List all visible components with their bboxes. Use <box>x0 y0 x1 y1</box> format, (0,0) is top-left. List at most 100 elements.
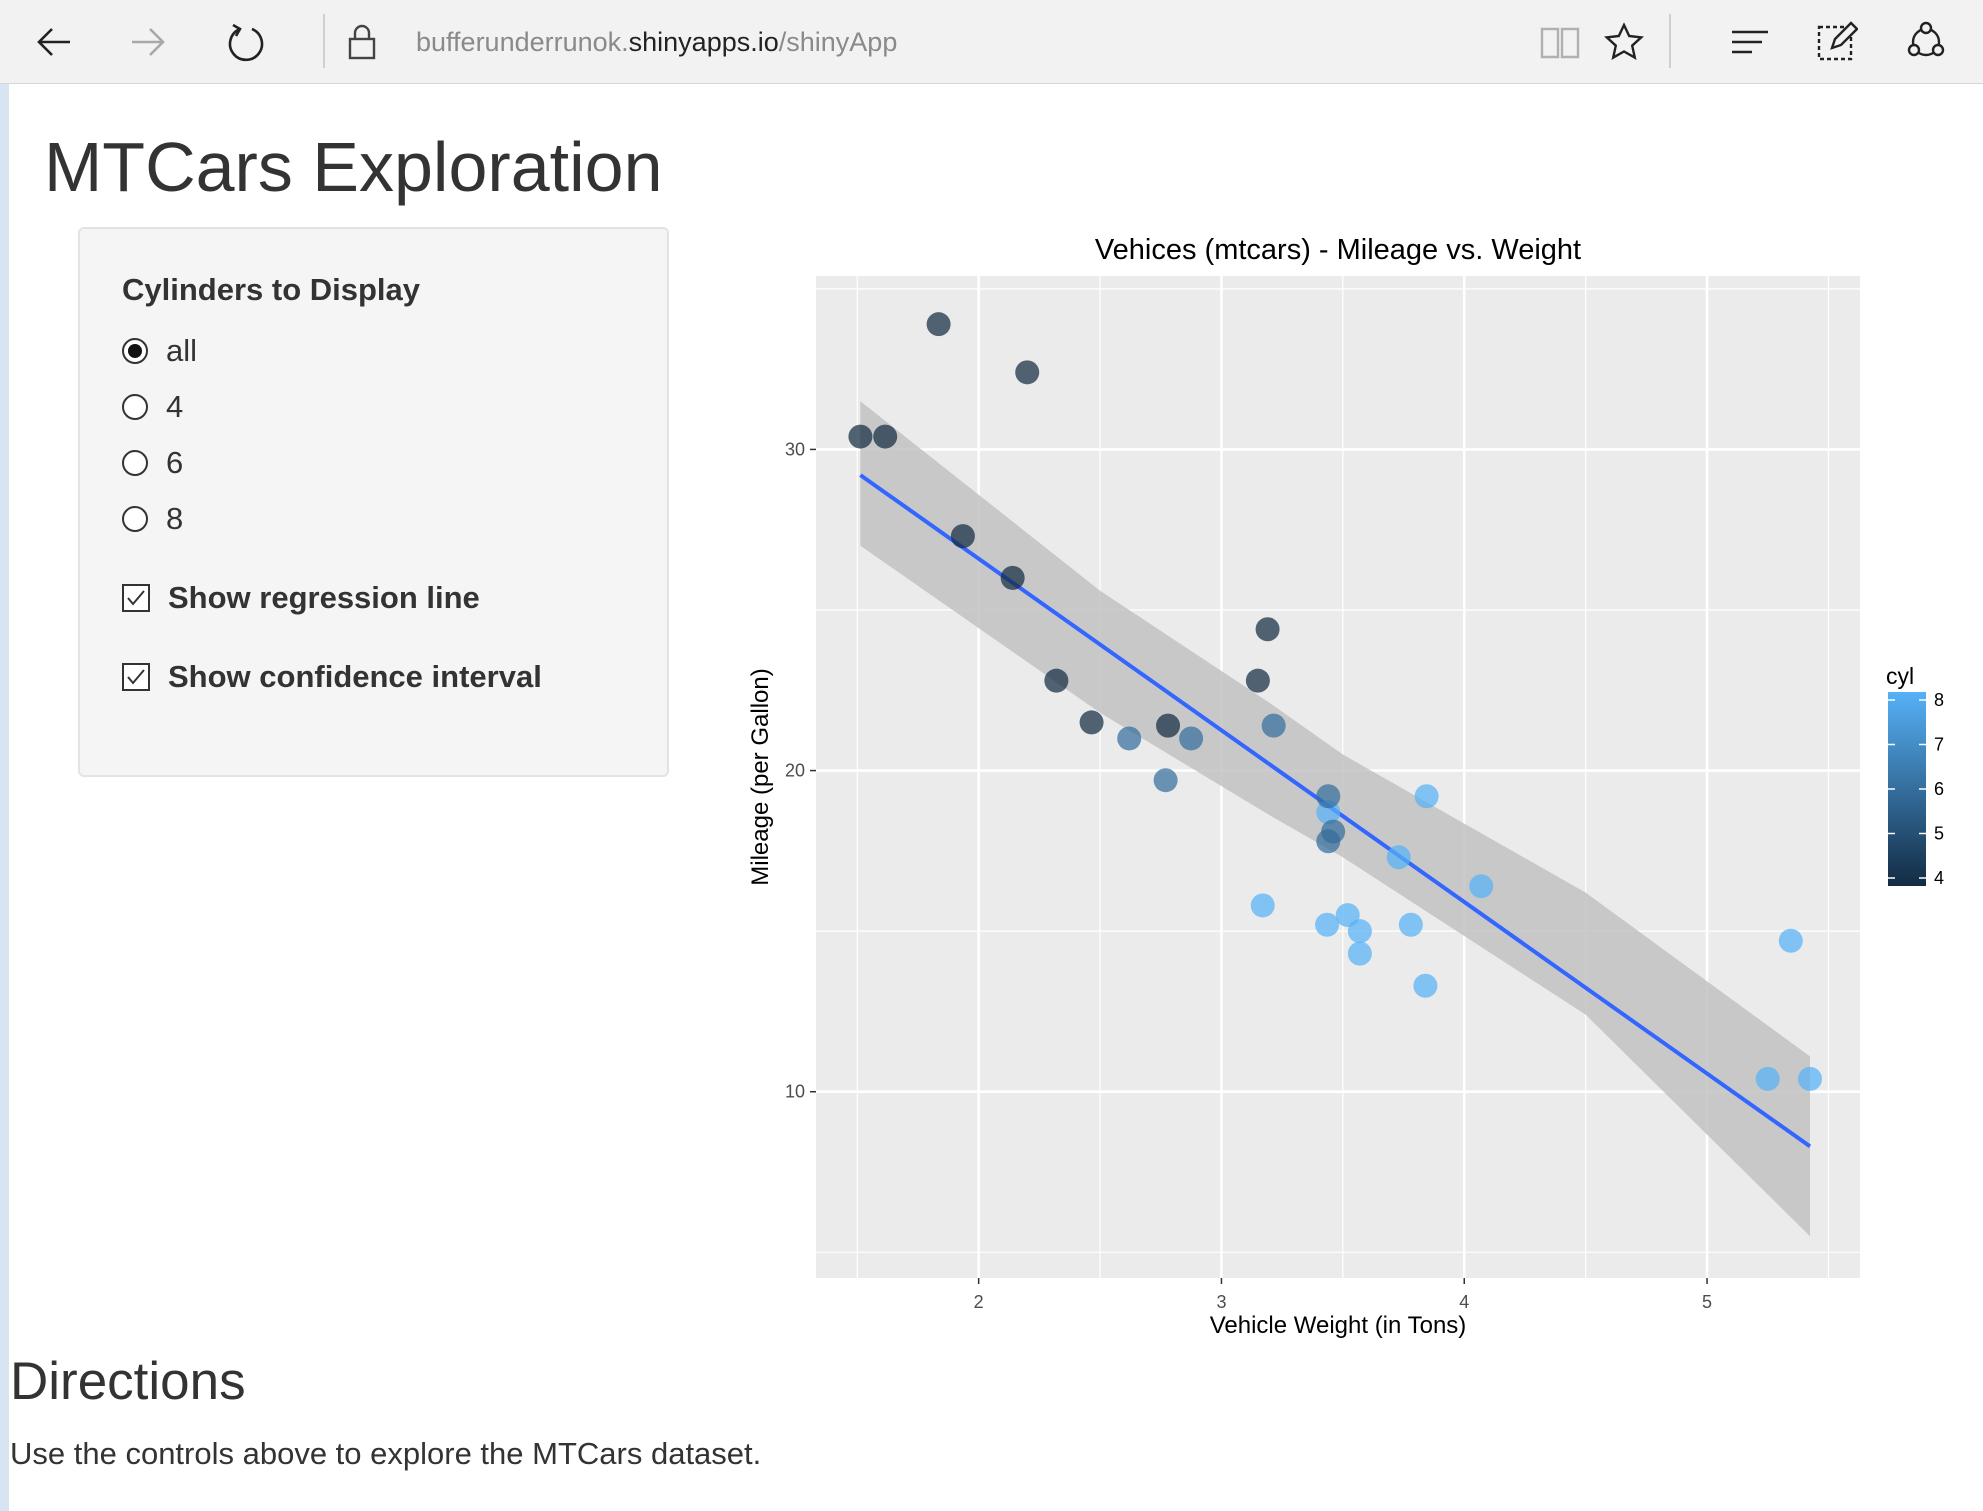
color-legend: cyl 8 7 6 5 4 <box>1886 663 1944 888</box>
x-tick-label: 4 <box>1459 1292 1469 1312</box>
directions-heading: Directions <box>10 1352 246 1411</box>
arrow-left-icon <box>37 28 70 56</box>
cylinders-label: Cylinders to Display <box>122 272 421 307</box>
chart-title: Vehices (mtcars) - Mileage vs. Weight <box>1095 234 1581 266</box>
y-tick-label: 20 <box>785 761 805 781</box>
ci-checkbox-row[interactable]: Show confidence interval <box>122 657 542 697</box>
data-point <box>1179 726 1204 751</box>
refresh-icon <box>228 23 264 62</box>
data-point <box>950 524 975 549</box>
radio-label: 4 <box>166 389 184 424</box>
radio-label: 6 <box>166 445 184 480</box>
data-point <box>1015 360 1040 385</box>
data-point <box>1797 1066 1822 1091</box>
regression-label: Show regression line <box>168 580 480 615</box>
book-icon <box>1540 27 1580 59</box>
refresh-button[interactable] <box>218 14 274 70</box>
reading-view-button[interactable] <box>1532 14 1588 70</box>
data-point <box>1153 768 1178 793</box>
star-icon <box>1604 22 1644 60</box>
page-title: MTCars Exploration <box>44 128 663 206</box>
x-tick-label: 3 <box>1216 1292 1226 1312</box>
back-button[interactable] <box>26 14 82 70</box>
radio-button[interactable] <box>122 394 148 420</box>
forward-button[interactable] <box>120 14 176 70</box>
hub-icon <box>1732 30 1768 54</box>
directions-text: Use the controls above to explore the MT… <box>10 1436 762 1471</box>
data-point <box>1347 919 1372 944</box>
data-point <box>1755 1066 1780 1091</box>
data-point <box>1000 565 1025 590</box>
data-point <box>848 424 873 449</box>
data-point <box>1117 726 1142 751</box>
data-point <box>1386 845 1411 870</box>
data-point <box>1245 668 1270 693</box>
radio-option-6[interactable]: 6 <box>122 443 183 483</box>
data-point <box>1079 710 1104 735</box>
legend-tick-label: 6 <box>1934 779 1944 799</box>
x-tick-label: 2 <box>974 1292 984 1312</box>
browser-toolbar: bufferunderrunok.shinyapps.io/shinyApp <box>0 0 1983 84</box>
scatter-plot: 2 3 4 5 10 20 30 Vehices (mtcars) - Mileage vs… <box>747 234 1944 1339</box>
lock-button[interactable] <box>334 14 390 70</box>
web-note-button[interactable] <box>1808 14 1864 70</box>
data-point <box>1316 784 1341 809</box>
toolbar-separator-2 <box>1669 14 1671 68</box>
regression-checkbox[interactable] <box>122 584 150 612</box>
regression-checkbox-row[interactable]: Show regression line <box>122 578 480 618</box>
data-point <box>1347 941 1372 966</box>
legend-title: cyl <box>1886 663 1914 689</box>
radio-option-4[interactable]: 4 <box>122 387 183 427</box>
checkmark-icon <box>127 590 145 606</box>
data-point <box>1250 893 1275 918</box>
x-axis-label: Vehicle Weight (in Tons) <box>1210 1312 1467 1339</box>
share-icon <box>1907 21 1945 57</box>
ci-label: Show confidence interval <box>168 659 542 694</box>
radio-label: all <box>166 333 198 368</box>
data-point <box>1469 874 1494 899</box>
radio-option-8[interactable]: 8 <box>122 499 183 539</box>
data-points <box>848 312 1822 1091</box>
axes: 2 3 4 5 10 20 30 <box>785 439 1712 1312</box>
radio-button[interactable] <box>122 506 148 532</box>
legend-tick-label: 4 <box>1934 868 1944 888</box>
radio-label: 8 <box>166 501 184 536</box>
checkmark-icon <box>127 669 145 685</box>
url-host: shinyapps.io <box>628 27 779 57</box>
x-tick-label: 5 <box>1702 1292 1712 1312</box>
favorite-button[interactable] <box>1596 14 1652 70</box>
data-point <box>873 424 898 449</box>
data-point <box>1044 668 1069 693</box>
url-path: /shinyApp <box>778 27 898 57</box>
hub-button[interactable] <box>1722 14 1778 70</box>
address-bar[interactable]: bufferunderrunok.shinyapps.io/shinyApp <box>416 22 897 62</box>
data-point <box>1778 928 1803 953</box>
data-point <box>1156 713 1181 738</box>
arrow-right-icon <box>132 28 165 56</box>
controls-panel <box>78 227 669 777</box>
share-button[interactable] <box>1898 14 1954 70</box>
toolbar-separator <box>323 14 325 68</box>
data-point <box>926 312 951 337</box>
data-point <box>1315 912 1340 937</box>
lock-icon <box>348 24 376 60</box>
y-axis-label: Mileage (per Gallon) <box>747 668 774 885</box>
legend-tick-label: 7 <box>1934 735 1944 755</box>
url-subdomain: bufferunderrunok. <box>416 27 629 57</box>
data-point <box>1398 912 1423 937</box>
data-point <box>1413 973 1438 998</box>
y-tick-label: 30 <box>785 439 805 459</box>
radio-button[interactable] <box>122 450 148 476</box>
radio-option-all[interactable]: all <box>122 331 197 371</box>
radio-selected-dot <box>128 344 142 358</box>
y-tick-label: 10 <box>785 1082 805 1102</box>
data-point <box>1261 713 1286 738</box>
ci-checkbox[interactable] <box>122 663 150 691</box>
legend-tick-label: 5 <box>1934 824 1944 844</box>
window-edge-inner <box>0 84 9 1511</box>
radio-button[interactable] <box>122 338 148 364</box>
web-note-icon <box>1817 21 1858 61</box>
data-point <box>1255 617 1280 642</box>
data-point <box>1321 819 1346 844</box>
data-point <box>1414 784 1439 809</box>
